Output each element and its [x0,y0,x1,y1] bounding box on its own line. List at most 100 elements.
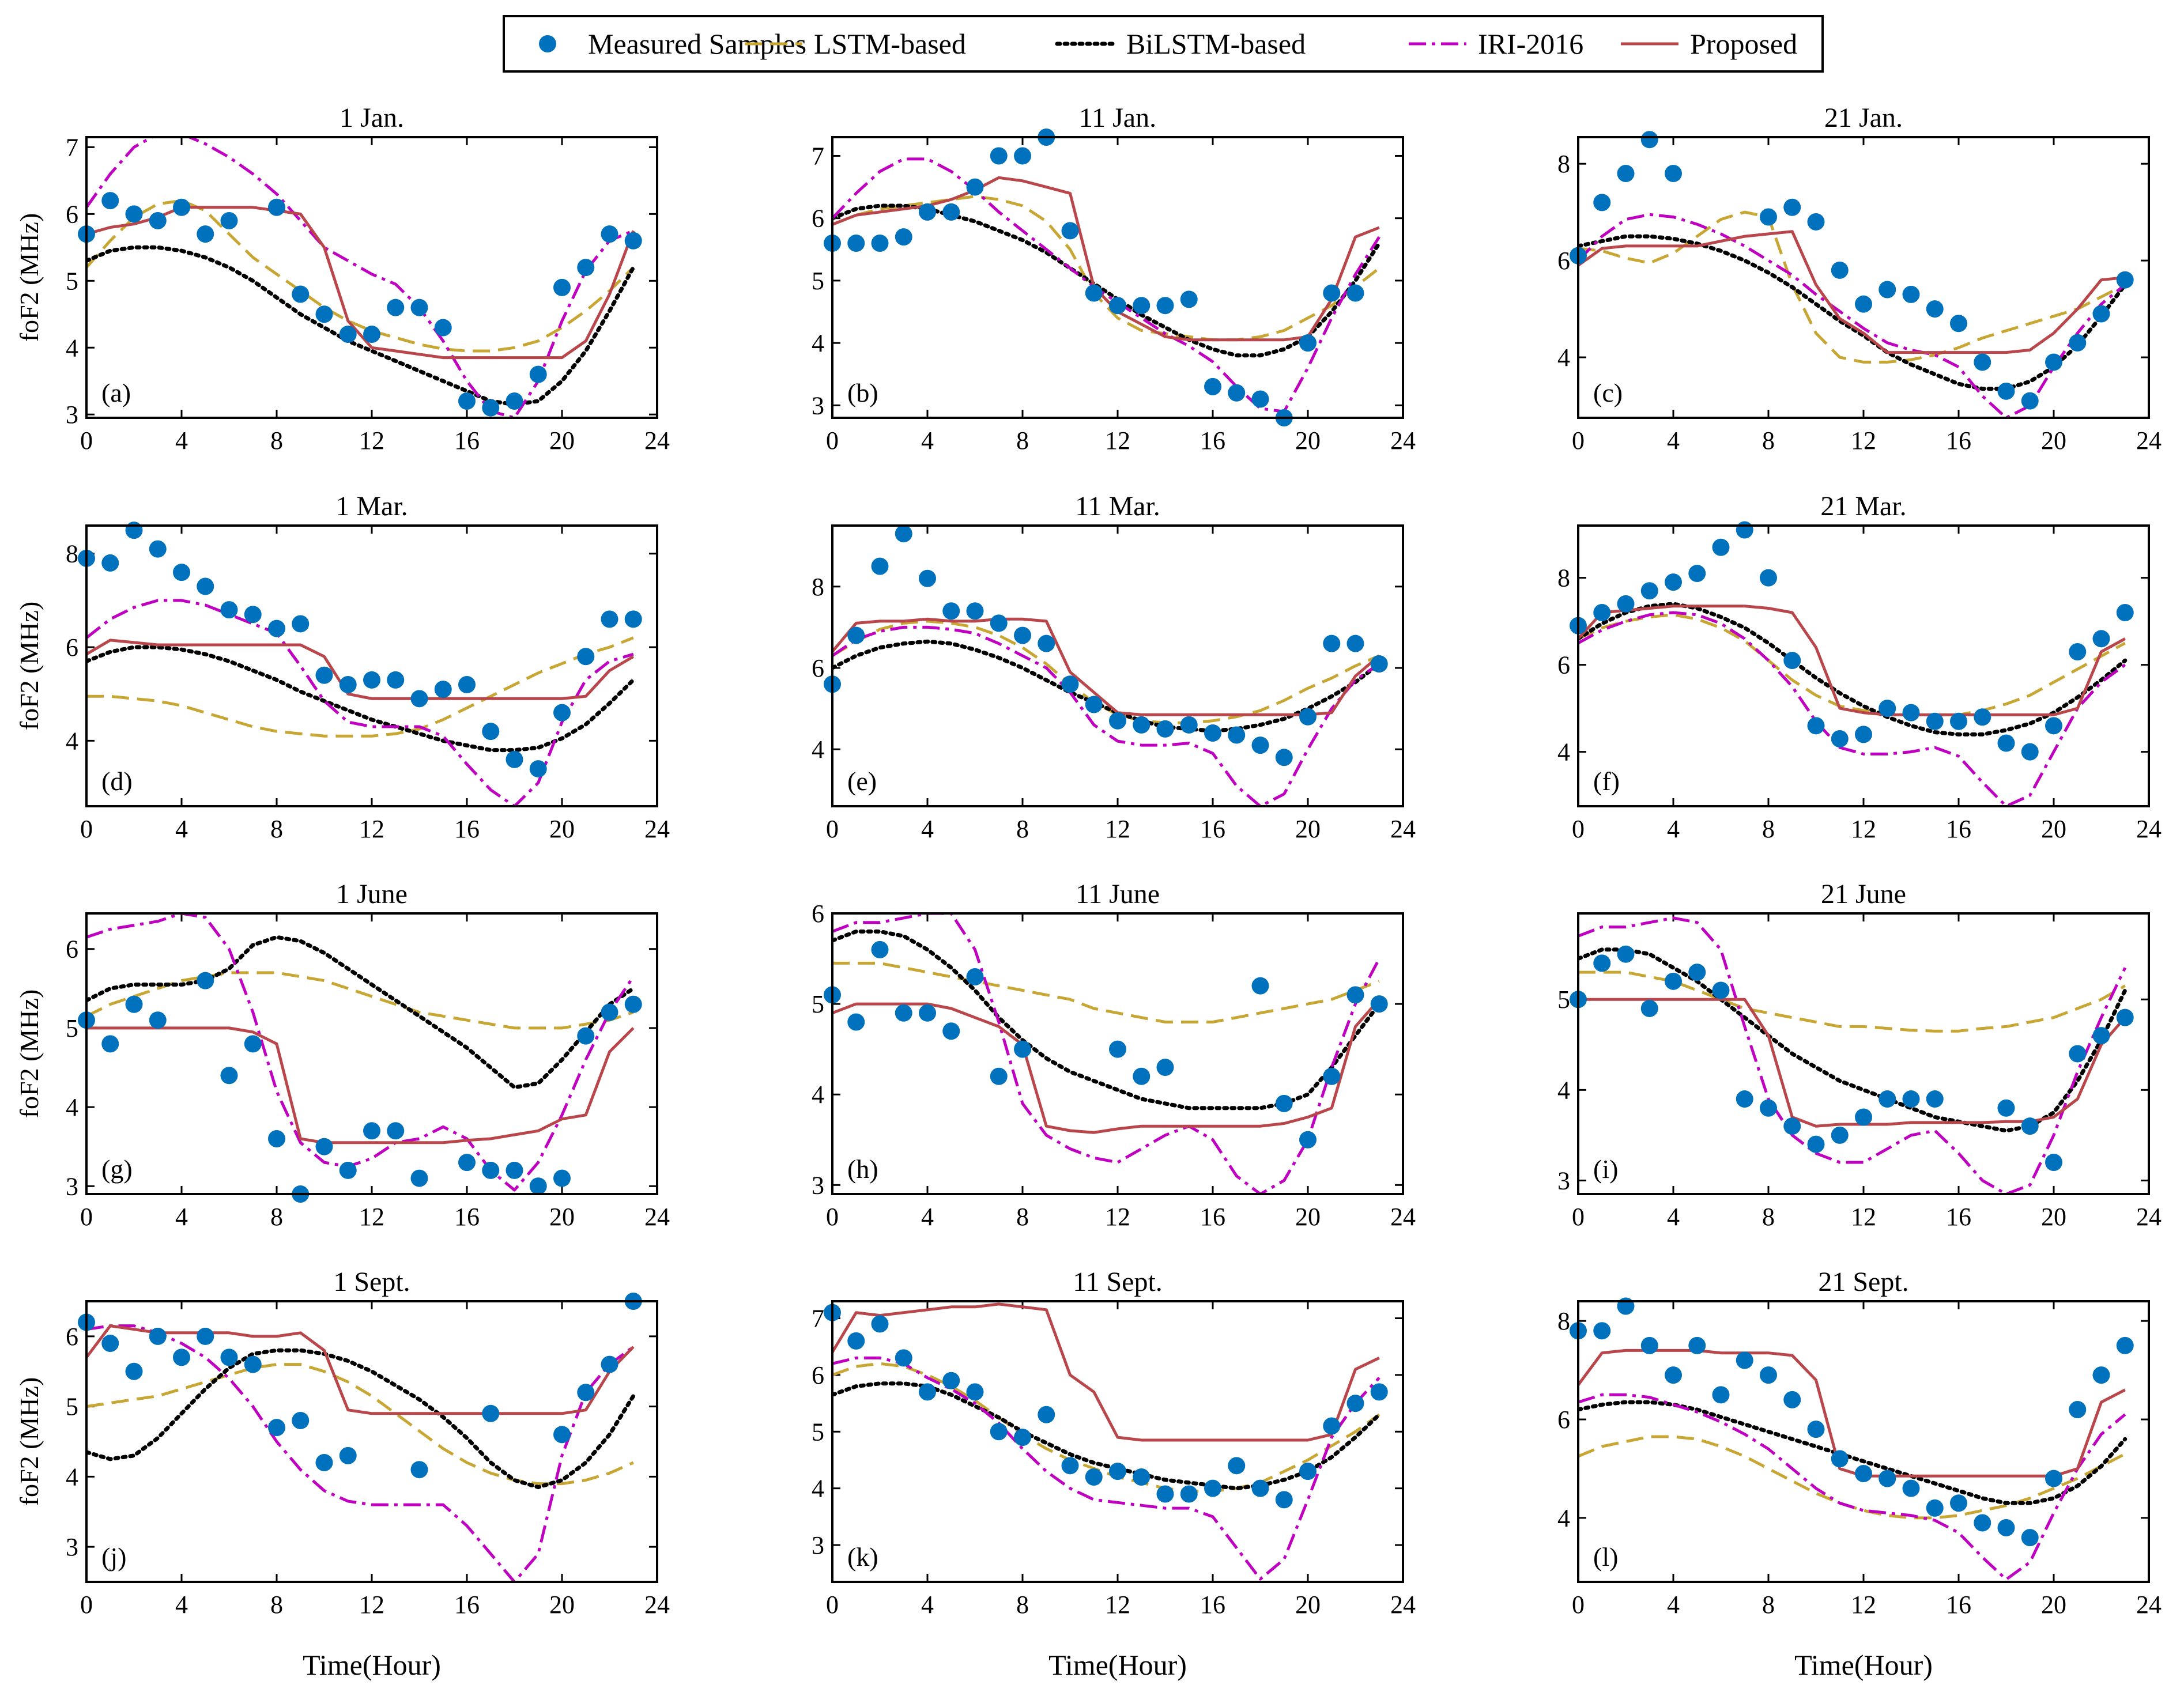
measured-point [1807,1421,1825,1438]
panel-title: 11 Jan. [1079,103,1156,133]
series-bilstm [1578,1400,2128,1505]
series-iri [1578,611,2126,806]
measured-point [1156,720,1174,738]
x-tick-label: 4 [921,1203,934,1231]
measured-point [2045,1470,2062,1487]
measured-point [2092,305,2110,323]
measured-point [1855,295,1872,313]
measured-point [1228,384,1246,402]
x-tick-label: 0 [80,426,93,455]
measured-point [553,1169,571,1187]
y-axis-label: foF2 (MHz) [14,602,44,731]
measured-point [1831,261,1849,279]
axes-frame [831,136,1404,419]
x-tick-label: 12 [359,426,384,455]
x-axis-label: Time(Hour) [1794,1649,1933,1681]
panel-k: 11 Sept. 0 4 8 12 16 20 24 3 4 5 6 7 (k) Time(Hour) [812,1267,1416,1681]
measured-point [482,1404,500,1422]
x-tick-label: 4 [1667,815,1680,843]
measured-samples [824,129,1364,426]
measured-point [1926,1499,1944,1517]
measured-point [1902,1479,1920,1497]
series-proposed [1578,230,2126,354]
panel-label: (c) [1593,378,1623,407]
measured-point [1299,708,1317,726]
x-tick-label: 20 [2041,1203,2066,1231]
measured-point [847,626,865,644]
measured-point [363,1122,380,1140]
measured-point [1346,1395,1364,1412]
measured-point [895,525,912,543]
measured-samples [1570,945,2134,1172]
measured-point [315,666,333,684]
y-tick-label: 4 [1557,738,1570,766]
x-tick-label: 16 [454,426,480,455]
measured-point [1688,964,1706,981]
series-bilstm [86,935,636,1090]
x-tick-label: 20 [2041,815,2066,843]
x-tick-label: 0 [80,1203,93,1231]
measured-point [601,610,618,628]
x-tick-label: 24 [644,815,670,843]
measured-point [244,606,262,624]
panel-f: 21 Mar. 0 4 8 12 16 20 24 4 6 8 (f) [1557,491,2162,843]
measured-samples [824,1304,1388,1509]
measured-point [1204,377,1221,395]
measured-point [197,1327,214,1345]
y-tick-label: 8 [1557,564,1570,592]
x-tick-label: 8 [270,1591,283,1619]
x-axis-label: Time(Hour) [1048,1649,1187,1681]
x-tick-label: 8 [270,815,283,843]
series-group [86,1324,636,1582]
measured-point [1760,569,1777,587]
y-tick-label: 6 [1557,1406,1570,1434]
series-group [1578,1349,2128,1581]
measured-point [1204,724,1221,742]
measured-point [895,1349,912,1367]
measured-point [1665,573,1682,591]
measured-point [482,1161,500,1179]
panels: 1 Jan. 0 4 8 12 16 20 24 3 4 5 6 7 (a) foF2 (MHz) 11 Ja… [14,103,2162,1681]
plot-area [1578,137,2149,418]
panel-label: (k) [847,1542,878,1572]
measured-point [529,760,547,778]
measured-point [315,305,333,323]
measured-point [197,225,214,243]
panel-j: 1 Sept. 0 4 8 12 16 20 24 3 4 5 6 (j) foF2 (MHz) Time(… [14,1267,670,1681]
series-lstm [86,1363,634,1486]
measured-point [529,365,547,383]
measured-point [2021,743,2039,761]
measured-point [315,1454,333,1472]
measured-point [871,1315,889,1333]
measured-point [1156,1485,1174,1503]
measured-point [553,704,571,722]
measured-point [1275,1094,1293,1112]
panel-label: (j) [101,1542,126,1572]
measured-point [1974,708,1991,726]
series-proposed [832,998,1380,1134]
x-tick-label: 0 [826,426,839,455]
measured-point [1712,1386,1730,1404]
y-tick-label: 4 [1557,1504,1570,1532]
measured-point [601,1003,618,1021]
x-tick-label: 20 [549,426,575,455]
x-tick-label: 24 [644,426,670,455]
measured-point [1807,717,1825,735]
measured-point [1323,634,1341,652]
panel-g: 1 June 0 4 8 12 16 20 24 3 4 5 6 (g) foF2 (MHz) [14,879,670,1231]
series-bilstm [832,639,1382,733]
measured-point [1109,297,1126,315]
x-tick-label: 4 [1667,1203,1680,1231]
measured-point [529,1177,547,1195]
y-tick-label: 5 [812,1418,824,1446]
measured-point [1831,1450,1849,1468]
measured-point [1997,1519,2015,1537]
x-tick-label: 12 [359,1203,384,1231]
measured-point [919,1004,936,1022]
x-tick-label: 24 [2136,1591,2162,1619]
measured-point [1617,164,1635,182]
measured-samples [78,972,642,1203]
measured-point [173,198,190,216]
measured-point [1855,1108,1872,1126]
